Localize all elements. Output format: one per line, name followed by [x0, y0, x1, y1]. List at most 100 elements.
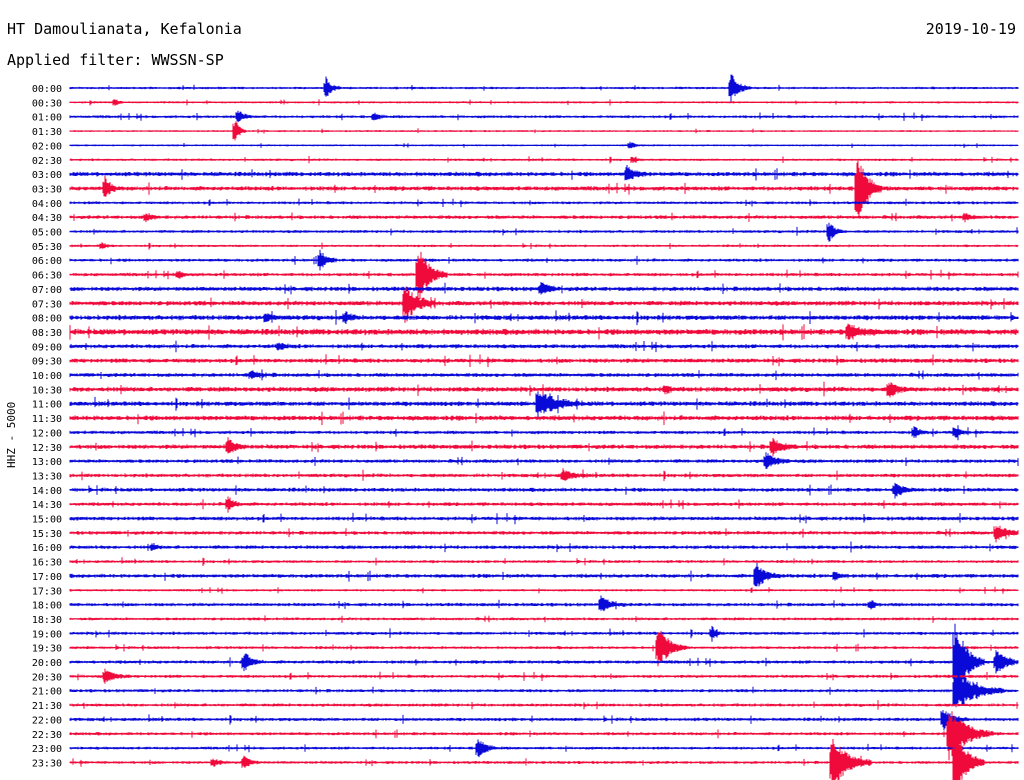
- seismic-trace-row: [69, 711, 1019, 761]
- row-time-label: 14:00: [32, 486, 62, 497]
- row-time-label: 12:30: [32, 443, 62, 454]
- seismic-trace-row: [69, 700, 1019, 710]
- row-time-label: 16:00: [32, 543, 62, 554]
- seismic-trace-row: [69, 425, 1019, 441]
- row-time-label: 03:00: [32, 170, 62, 181]
- seismic-trace-row: [69, 468, 1019, 482]
- row-time-label: 09:30: [32, 357, 62, 368]
- row-time-label: 23:30: [32, 758, 62, 769]
- seismic-trace-row: [69, 381, 1019, 398]
- seismic-trace-row: [69, 160, 1019, 218]
- row-time-label: 12:00: [32, 428, 62, 439]
- row-time-label: 07:00: [32, 285, 62, 296]
- row-time-label: 01:00: [32, 113, 62, 124]
- row-time-label: 18:00: [32, 601, 62, 612]
- seismic-trace-row: [69, 668, 1019, 684]
- seismic-trace-row: [69, 391, 1019, 420]
- row-time-label: 22:00: [32, 715, 62, 726]
- row-time-label: 13:30: [32, 471, 62, 482]
- row-time-label: 07:30: [32, 299, 62, 310]
- row-time-label: 17:30: [32, 586, 62, 597]
- seismic-trace-row: [69, 735, 1019, 780]
- seismic-trace-row: [69, 110, 1019, 123]
- seismic-trace-row: [69, 623, 1019, 691]
- row-time-label: 02:00: [32, 141, 62, 152]
- row-time-label: 15:30: [32, 529, 62, 540]
- seismic-trace-row: [69, 557, 1019, 566]
- filter-line: Applied filter: WWSSN-SP: [7, 51, 224, 69]
- row-time-label: 00:30: [32, 98, 62, 109]
- seismic-trace-row: [69, 512, 1019, 525]
- seismic-trace-row: [69, 141, 1019, 149]
- seismic-trace-row: [69, 452, 1019, 469]
- seismic-trace-row: [69, 242, 1019, 250]
- row-time-label: 21:00: [32, 687, 62, 698]
- row-time-label: 11:30: [32, 414, 62, 425]
- row-time-label: 14:30: [32, 500, 62, 511]
- row-time-label: 00:00: [32, 84, 62, 95]
- row-time-label: 19:00: [32, 629, 62, 640]
- seismic-trace-row: [69, 310, 1019, 326]
- row-time-label: 06:30: [32, 271, 62, 282]
- row-time-label: 08:00: [32, 314, 62, 325]
- seismic-trace-row: [69, 586, 1019, 594]
- row-time-label: 10:30: [32, 385, 62, 396]
- row-time-label: 15:00: [32, 515, 62, 526]
- seismic-trace-row: [69, 562, 1019, 587]
- row-time-label: 23:00: [32, 744, 62, 755]
- seismic-trace-row: [69, 411, 1019, 426]
- seismic-trace-row: [69, 121, 1019, 141]
- row-time-label: 06:00: [32, 256, 62, 267]
- seismic-trace-row: [69, 286, 1019, 323]
- seismic-trace-row: [69, 525, 1019, 543]
- row-time-label: 20:00: [32, 658, 62, 669]
- row-time-label: 11:00: [32, 400, 62, 411]
- row-time-label: 03:30: [32, 184, 62, 195]
- seismic-trace-row: [69, 615, 1019, 623]
- row-time-label: 05:00: [32, 228, 62, 239]
- record-date: 2019-10-19: [925, 20, 1016, 38]
- seismic-trace-row: [69, 482, 1019, 499]
- row-time-label: 08:30: [32, 328, 62, 339]
- seismic-trace-row: [69, 625, 1019, 642]
- row-time-label: 18:30: [32, 615, 62, 626]
- row-time-label: 02:30: [32, 156, 62, 167]
- seismic-trace-row: [69, 673, 1019, 708]
- seismic-trace-row: [69, 212, 1019, 223]
- seismic-trace-row: [69, 340, 1019, 353]
- row-time-label: 20:30: [32, 672, 62, 683]
- row-time-label: 05:30: [32, 242, 62, 253]
- seismic-trace-row: [69, 222, 1019, 242]
- row-time-label: 09:00: [32, 342, 62, 353]
- row-time-label: 10:00: [32, 371, 62, 382]
- row-time-label: 16:30: [32, 558, 62, 569]
- seismic-trace-row: [69, 74, 1019, 103]
- seismic-trace-row: [69, 354, 1019, 368]
- row-time-label: 04:00: [32, 199, 62, 210]
- row-time-label: 17:00: [32, 572, 62, 583]
- seismic-trace-row: [69, 198, 1019, 208]
- seismic-trace-row: [69, 249, 1019, 271]
- seismic-trace-row: [69, 165, 1019, 181]
- seismic-trace-row: [69, 369, 1019, 381]
- row-time-label: 22:30: [32, 730, 62, 741]
- seismic-trace-row: [69, 437, 1019, 457]
- seismic-trace-row: [69, 251, 1019, 301]
- seismic-trace-row: [69, 496, 1019, 513]
- row-time-label: 19:30: [32, 644, 62, 655]
- row-time-label: 04:30: [32, 213, 62, 224]
- seismic-trace-row: [69, 323, 1019, 341]
- seismic-trace-row: [69, 156, 1019, 164]
- seismic-trace-row: [69, 282, 1019, 295]
- seismic-trace-row: [69, 541, 1019, 553]
- row-time-label: 01:30: [32, 127, 62, 138]
- seismic-trace-row: [69, 739, 1019, 758]
- station-title: HT Damoulianata, Kefalonia: [7, 20, 242, 38]
- seismic-trace-row: [69, 99, 1019, 106]
- seismic-trace-row: [69, 595, 1019, 612]
- row-time-label: 13:00: [32, 457, 62, 468]
- seismic-trace-row: [69, 630, 1019, 667]
- row-time-label: 21:30: [32, 701, 62, 712]
- seismic-trace-row: [69, 710, 1019, 731]
